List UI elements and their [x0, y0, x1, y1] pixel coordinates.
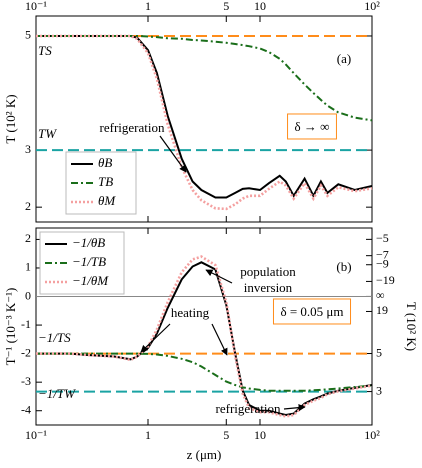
plot-frame [35, 15, 373, 223]
annotation-arrow [205, 269, 233, 284]
reference-label: TS [38, 43, 52, 58]
annotation: (b) [336, 259, 351, 274]
y-tick-label: 3 [25, 142, 31, 156]
x-tick-label: 10² [364, 0, 380, 13]
x-tick-label: 10⁻¹ [25, 428, 47, 442]
y-tick-label: 2 [25, 231, 31, 245]
annotation: refrigeration [216, 401, 281, 416]
x-tick-label: 5 [223, 428, 229, 442]
y-tick-label: 5 [25, 28, 31, 42]
x-axis-label: z (μm) [187, 447, 222, 462]
y-axis-label: T (10² K) [3, 94, 18, 143]
x-tick-label: 10 [254, 428, 266, 442]
annotation: refrigeration [100, 120, 165, 135]
annotation-arrow [140, 323, 171, 353]
y2-tick-label: −5 [376, 231, 389, 245]
y2-tick-label: −7 [376, 247, 389, 261]
plot-frame [35, 227, 373, 426]
reference-label: −1/TS [38, 330, 71, 345]
x-tick-label: 10² [364, 428, 380, 442]
annotation: inversion [244, 280, 293, 295]
annotation-arrow [159, 135, 187, 173]
annotation: (a) [337, 51, 351, 66]
legend-label: −1/θM [72, 273, 109, 288]
series-line [36, 352, 373, 392]
y-tick-label: 2 [25, 199, 31, 213]
legend-label: θB [98, 155, 112, 170]
legend-label: −1/θB [72, 235, 105, 250]
y2-tick-label: 5 [376, 345, 382, 359]
x-tick-label: 1 [145, 0, 151, 13]
y2-tick-label: ∞ [376, 288, 385, 302]
annotation-arrow [283, 404, 306, 412]
annotation-box [287, 113, 337, 140]
annotation-arrow [211, 323, 228, 356]
annotation: population [240, 264, 296, 279]
y-axis-label: T⁻¹ (10⁻³ K⁻¹) [3, 288, 18, 366]
x-tick-label: 10 [254, 0, 266, 13]
series-line [36, 35, 373, 199]
x-tick-label: 10⁻¹ [25, 0, 47, 13]
y-tick-label: -1 [21, 317, 31, 331]
y-tick-label: 1 [25, 260, 31, 274]
series-line [36, 35, 373, 122]
x-tick-label: 5 [223, 0, 229, 13]
y2-tick-label: 19 [376, 303, 388, 317]
y-tick-label: -3 [21, 374, 31, 388]
legend-box [39, 231, 125, 295]
annotation: heating [171, 305, 210, 320]
legend-label: −1/TB [72, 254, 106, 269]
y-tick-label: -2 [21, 345, 31, 359]
annotation: δ = 0.05 μm [280, 304, 343, 319]
reference-label: −1/TW [38, 386, 76, 401]
y2-axis-label: T (10² K) [404, 302, 419, 351]
legend-label: TB [98, 174, 113, 189]
y-tick-label: 0 [25, 288, 31, 302]
y2-tick-label: −19 [376, 273, 395, 287]
y2-tick-label: 3 [376, 383, 382, 397]
y2-tick-label: −9 [376, 256, 389, 270]
y-tick-label: -4 [21, 402, 31, 416]
x-tick-label: 1 [145, 428, 151, 442]
reference-label: TW [38, 126, 57, 141]
legend-label: θM [98, 193, 116, 208]
annotation-box [272, 298, 352, 325]
series-line [36, 255, 373, 418]
annotation: δ → ∞ [295, 119, 330, 134]
